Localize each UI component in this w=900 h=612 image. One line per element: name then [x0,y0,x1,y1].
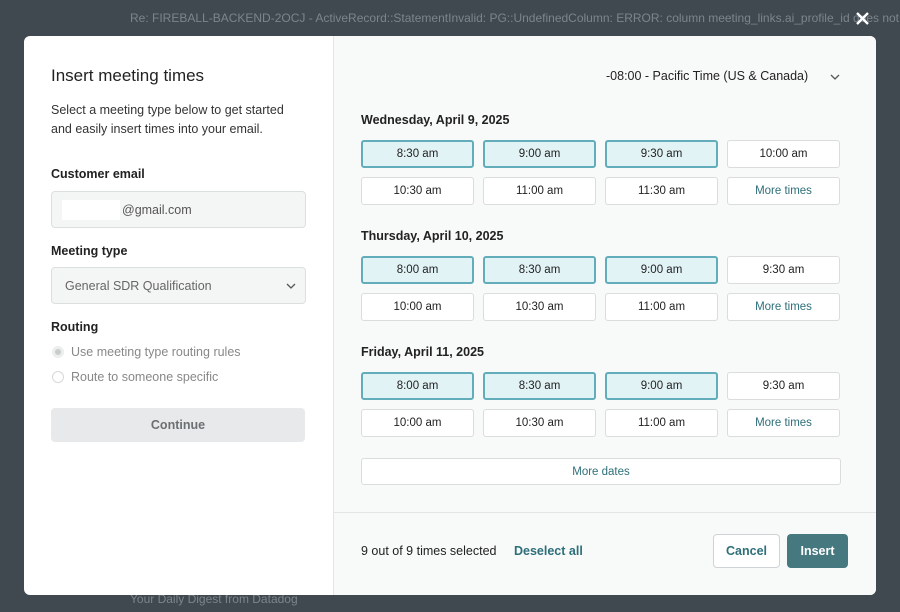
modal: Insert meeting times Select a meeting ty… [24,36,876,595]
modal-title: Insert meeting times [51,66,205,85]
label: Meeting type [51,244,128,258]
time-slot[interactable]: 11:00 am [605,293,718,321]
timezone[interactable]: -08:00 - Pacific Time (US & Canada) [606,69,809,83]
time-slot[interactable]: 9:30 am [605,140,718,168]
background-subject: Your Daily Digest from Datadog [130,592,298,606]
time-slot[interactable]: 10:00 am [361,409,474,437]
radio[interactable] [52,346,64,358]
redaction [62,200,120,220]
times-panel: -08:00 - Pacific Time (US & Canada) Wedn… [333,36,876,595]
time-slot[interactable]: 8:30 am [483,256,596,284]
time-slot[interactable]: 8:30 am [361,140,474,168]
label: Routing [51,320,99,334]
time-slot[interactable]: 10:00 am [361,293,474,321]
time-slot[interactable]: 9:30 am [727,372,840,400]
close-icon[interactable] [855,11,870,26]
more-times-button[interactable]: More times [727,177,840,205]
radio-label: Use meeting type routing rules [71,345,241,359]
time-slot[interactable]: 9:00 am [605,256,718,284]
email-input[interactable]: @gmail.com [51,191,306,228]
selection-status: 9 out of 9 times selected [361,544,497,558]
divider [334,512,876,513]
radio-label: Route to someone specific [71,370,219,384]
label: Customer email [51,167,145,181]
time-slot[interactable]: 9:00 am [483,140,596,168]
time-slot[interactable]: 11:00 am [605,409,718,437]
deselect-all[interactable]: Deselect all [514,544,583,558]
continue-button[interactable]: Continue [51,408,305,442]
day-title: Wednesday, April 9, 2025 [361,113,510,127]
radio[interactable] [52,371,64,383]
time-slot[interactable]: 10:30 am [361,177,474,205]
time-slot[interactable]: 8:00 am [361,372,474,400]
time-slot[interactable]: 11:30 am [605,177,718,205]
time-slot[interactable]: 11:00 am [483,177,596,205]
day-title: Thursday, April 10, 2025 [361,229,504,243]
time-slot[interactable]: 10:00 am [727,140,840,168]
chevron [286,283,296,289]
time-slot[interactable]: 10:30 am [483,409,596,437]
chevron [830,74,840,80]
meeting-type-select[interactable]: General SDR Qualification [51,267,306,304]
time-slot[interactable]: 10:30 am [483,293,596,321]
description: Select a meeting type below to get start… [51,103,284,136]
more-times-button[interactable]: More times [727,293,840,321]
time-slot[interactable]: 8:30 am [483,372,596,400]
cancel-button[interactable]: Cancel [713,534,780,568]
email-value: @gmail.com [122,203,192,217]
insert-button[interactable]: Insert [787,534,848,568]
more-dates-button[interactable]: More dates [361,458,841,485]
time-slot[interactable]: 8:00 am [361,256,474,284]
select-value: General SDR Qualification [65,279,212,293]
more-times-button[interactable]: More times [727,409,840,437]
time-slot[interactable]: 9:30 am [727,256,840,284]
time-slot[interactable]: 9:00 am [605,372,718,400]
day-title: Friday, April 11, 2025 [361,345,484,359]
background-subject: Re: FIREBALL-BACKEND-2OCJ - ActiveRecord… [130,11,900,25]
